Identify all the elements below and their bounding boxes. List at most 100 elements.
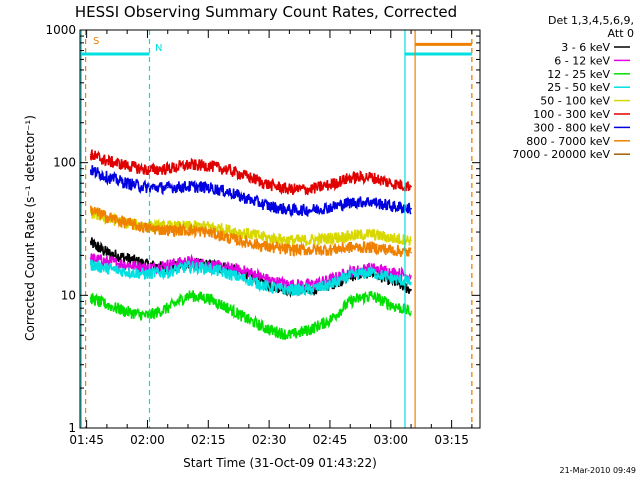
data-point [227, 307, 230, 310]
chart-title: HESSI Observing Summary Count Rates, Cor… [75, 3, 457, 21]
data-point [369, 246, 372, 249]
legend-header-line-2: Att 0 [608, 27, 634, 40]
data-point [410, 251, 412, 254]
data-point [329, 206, 331, 209]
data-point [308, 209, 311, 211]
data-point [268, 279, 270, 282]
legend-entry-label: 3 - 6 keV [561, 41, 610, 54]
data-point [187, 225, 189, 228]
data-point [410, 207, 412, 210]
data-point [308, 289, 311, 291]
data-point [268, 329, 270, 331]
data-point [106, 251, 108, 254]
data-point [166, 264, 169, 266]
data-point [146, 267, 149, 270]
data-point [207, 267, 210, 270]
data-point [268, 205, 270, 207]
data-point [349, 300, 352, 303]
x-tick-label: 01:45 [69, 433, 104, 447]
data-point [126, 271, 128, 273]
data-point [248, 279, 250, 282]
data-point [410, 289, 412, 291]
data-point [227, 273, 230, 275]
night-label: N [155, 43, 162, 54]
legend-header-line-1: Det 1,3,4,5,6,9, [548, 14, 634, 27]
data-point [390, 277, 392, 279]
data-point [288, 334, 291, 337]
x-tick-label: 03:15 [434, 433, 469, 447]
data-point [106, 160, 108, 162]
series-line [89, 205, 412, 258]
data-point [146, 315, 149, 317]
data-point [308, 249, 311, 251]
legend-entry-label: 12 - 25 keV [547, 68, 610, 81]
y-tick-label: 1 [68, 421, 76, 435]
data-point [187, 229, 189, 231]
data-point [349, 246, 352, 249]
data-point [308, 329, 311, 331]
legend-entry-label: 800 - 7000 keV [526, 135, 610, 148]
data-point [248, 319, 250, 322]
axes: 1 10 100 1000 01:45 02:00 02:15 02:30 02:45 03:00… [45, 23, 481, 447]
x-tick-label: 02:45 [313, 433, 348, 447]
data-point [89, 241, 92, 244]
data-point [329, 237, 331, 239]
y-tick-label: 100 [53, 156, 76, 170]
data-point [288, 289, 291, 291]
data-point [166, 186, 169, 189]
data-point [89, 169, 92, 171]
series-line [89, 259, 412, 297]
data-point [248, 271, 250, 273]
plot-area: SN [80, 30, 473, 428]
data-point [268, 184, 270, 186]
data-point [166, 229, 169, 231]
data-point [410, 239, 412, 242]
data-point [126, 222, 128, 224]
data-point [207, 186, 210, 189]
data-point [329, 319, 331, 322]
data-point [106, 216, 108, 218]
legend-entry-label: 7000 - 20000 keV [512, 148, 610, 161]
data-point [187, 294, 189, 297]
saa-label: S [93, 36, 99, 47]
data-point [369, 271, 372, 273]
data-point [106, 176, 108, 178]
data-point [248, 233, 250, 235]
data-point [227, 229, 230, 231]
data-point [207, 231, 210, 233]
data-point [187, 185, 189, 188]
data-point [329, 184, 331, 186]
data-point [146, 227, 149, 230]
data-point [329, 284, 331, 286]
data-point [268, 237, 270, 239]
data-point [390, 182, 392, 184]
data-point [89, 264, 92, 266]
data-point [126, 311, 128, 313]
x-axis-label: Start Time (31-Oct-09 01:43:22) [183, 456, 377, 470]
data-point [89, 257, 92, 260]
data-point [106, 260, 108, 263]
data-point [248, 241, 250, 244]
data-point [89, 209, 92, 211]
data-point [166, 167, 169, 170]
x-tick-label: 02:30 [252, 433, 287, 447]
data-point [349, 275, 352, 277]
data-point [329, 249, 331, 251]
data-point [248, 176, 250, 178]
data-point [308, 188, 311, 191]
data-point [146, 273, 149, 275]
series-3 [89, 259, 412, 297]
x-tick-label: 02:15 [191, 433, 226, 447]
data-point [166, 271, 169, 273]
data-point [227, 191, 230, 193]
series-7 [89, 205, 412, 258]
legend-entry-label: 50 - 100 keV [540, 95, 610, 108]
series-line [89, 290, 412, 340]
data-point [126, 257, 128, 260]
data-point [146, 186, 149, 189]
data-point [89, 153, 92, 156]
data-point [187, 265, 189, 268]
data-point [227, 237, 230, 239]
